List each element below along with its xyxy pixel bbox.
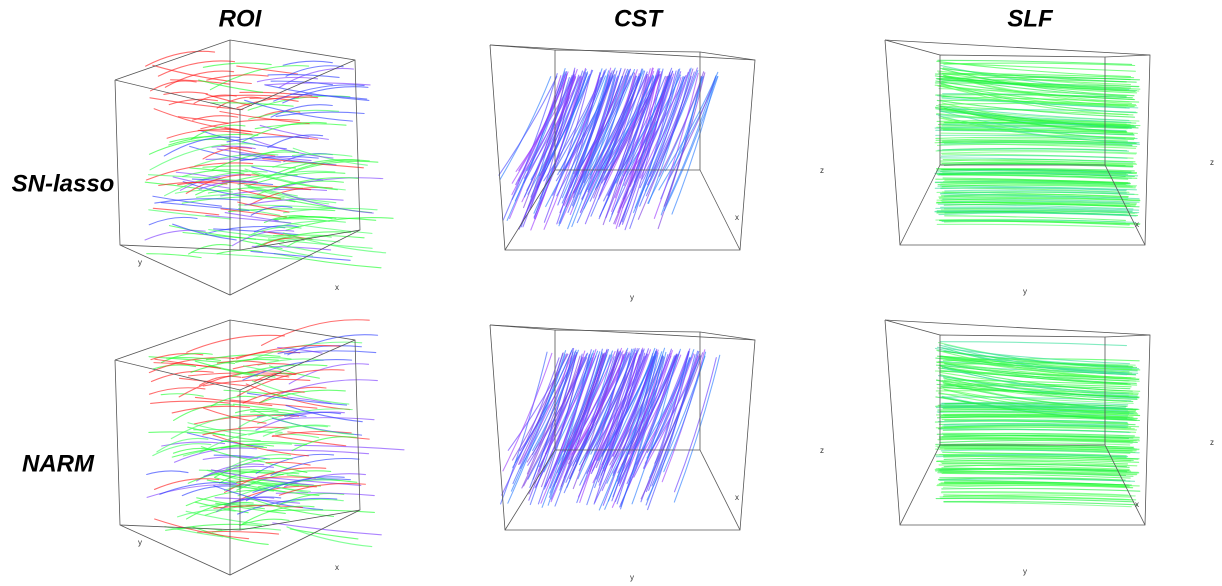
axis-label: y xyxy=(630,293,634,302)
fiber xyxy=(944,501,1138,504)
fiber xyxy=(276,112,364,116)
fiber xyxy=(277,499,343,504)
fiber xyxy=(942,488,1140,491)
panel: z x y xyxy=(490,325,824,582)
bounding-box-edge xyxy=(700,450,740,530)
fiber xyxy=(262,320,370,346)
fiber xyxy=(286,218,393,231)
fiber xyxy=(149,217,197,224)
axis-label: z xyxy=(820,166,824,175)
figure: ROI CST SLF SN-lasso NARM yxzxyzxyyxzxyz… xyxy=(0,0,1222,586)
column-header: ROI xyxy=(219,5,263,32)
panel: yx xyxy=(115,320,404,575)
axis-label: z xyxy=(1210,438,1214,447)
bounding-box-edge xyxy=(900,165,940,245)
bounding-box-edge xyxy=(490,45,555,50)
fiber xyxy=(295,445,404,450)
fiber xyxy=(279,418,374,420)
fiber xyxy=(180,378,250,386)
axis-label: x xyxy=(1135,500,1139,509)
bounding-box-edge xyxy=(490,325,555,330)
panel: yx xyxy=(115,40,393,295)
fiber xyxy=(274,254,381,268)
bounding-box-edge xyxy=(1105,335,1150,337)
row-label: NARM xyxy=(22,450,95,477)
fiber xyxy=(283,61,332,65)
axis-label: x xyxy=(335,563,339,572)
fiber-bundle xyxy=(501,348,720,510)
fiber xyxy=(186,511,269,525)
panel: z x y xyxy=(885,40,1214,296)
fiber xyxy=(284,351,375,354)
column-header: SLF xyxy=(1007,5,1054,32)
fiber xyxy=(940,342,1126,346)
fiber xyxy=(290,529,358,539)
axis-label: x xyxy=(335,283,339,292)
axis-label: y xyxy=(138,258,142,267)
panel: z x y xyxy=(885,320,1214,576)
fiber xyxy=(147,254,201,258)
axis-label: x xyxy=(735,213,739,222)
axis-label: y xyxy=(1023,567,1027,576)
fiber xyxy=(146,51,215,66)
column-header: CST xyxy=(614,5,664,32)
fiber xyxy=(165,71,233,87)
axis-label: x xyxy=(735,493,739,502)
axis-label: x xyxy=(1135,220,1139,229)
fiber xyxy=(213,435,308,456)
fiber xyxy=(147,471,188,475)
fiber xyxy=(237,66,298,74)
fiber xyxy=(224,390,287,396)
fiber xyxy=(944,502,1131,507)
bounding-box-edge xyxy=(700,170,740,250)
fiber-bundle xyxy=(935,60,1140,227)
axis-label: y xyxy=(138,538,142,547)
bounding-box-edge xyxy=(900,445,940,525)
fiber-bundle xyxy=(147,320,404,547)
axis-label: y xyxy=(1023,287,1027,296)
axis-label: z xyxy=(1210,158,1214,167)
fiber xyxy=(937,224,1134,227)
bounding-box-edge xyxy=(1105,55,1150,57)
panel: z x y xyxy=(490,45,824,302)
fiber xyxy=(289,364,368,384)
row-label: SN-lasso xyxy=(12,170,115,197)
fiber-bundle xyxy=(499,68,718,230)
bounding-box-edge xyxy=(115,40,360,295)
axis-label: y xyxy=(630,573,634,582)
fiber xyxy=(273,523,382,535)
axis-label: z xyxy=(820,446,824,455)
fiber-bundle xyxy=(935,342,1140,507)
